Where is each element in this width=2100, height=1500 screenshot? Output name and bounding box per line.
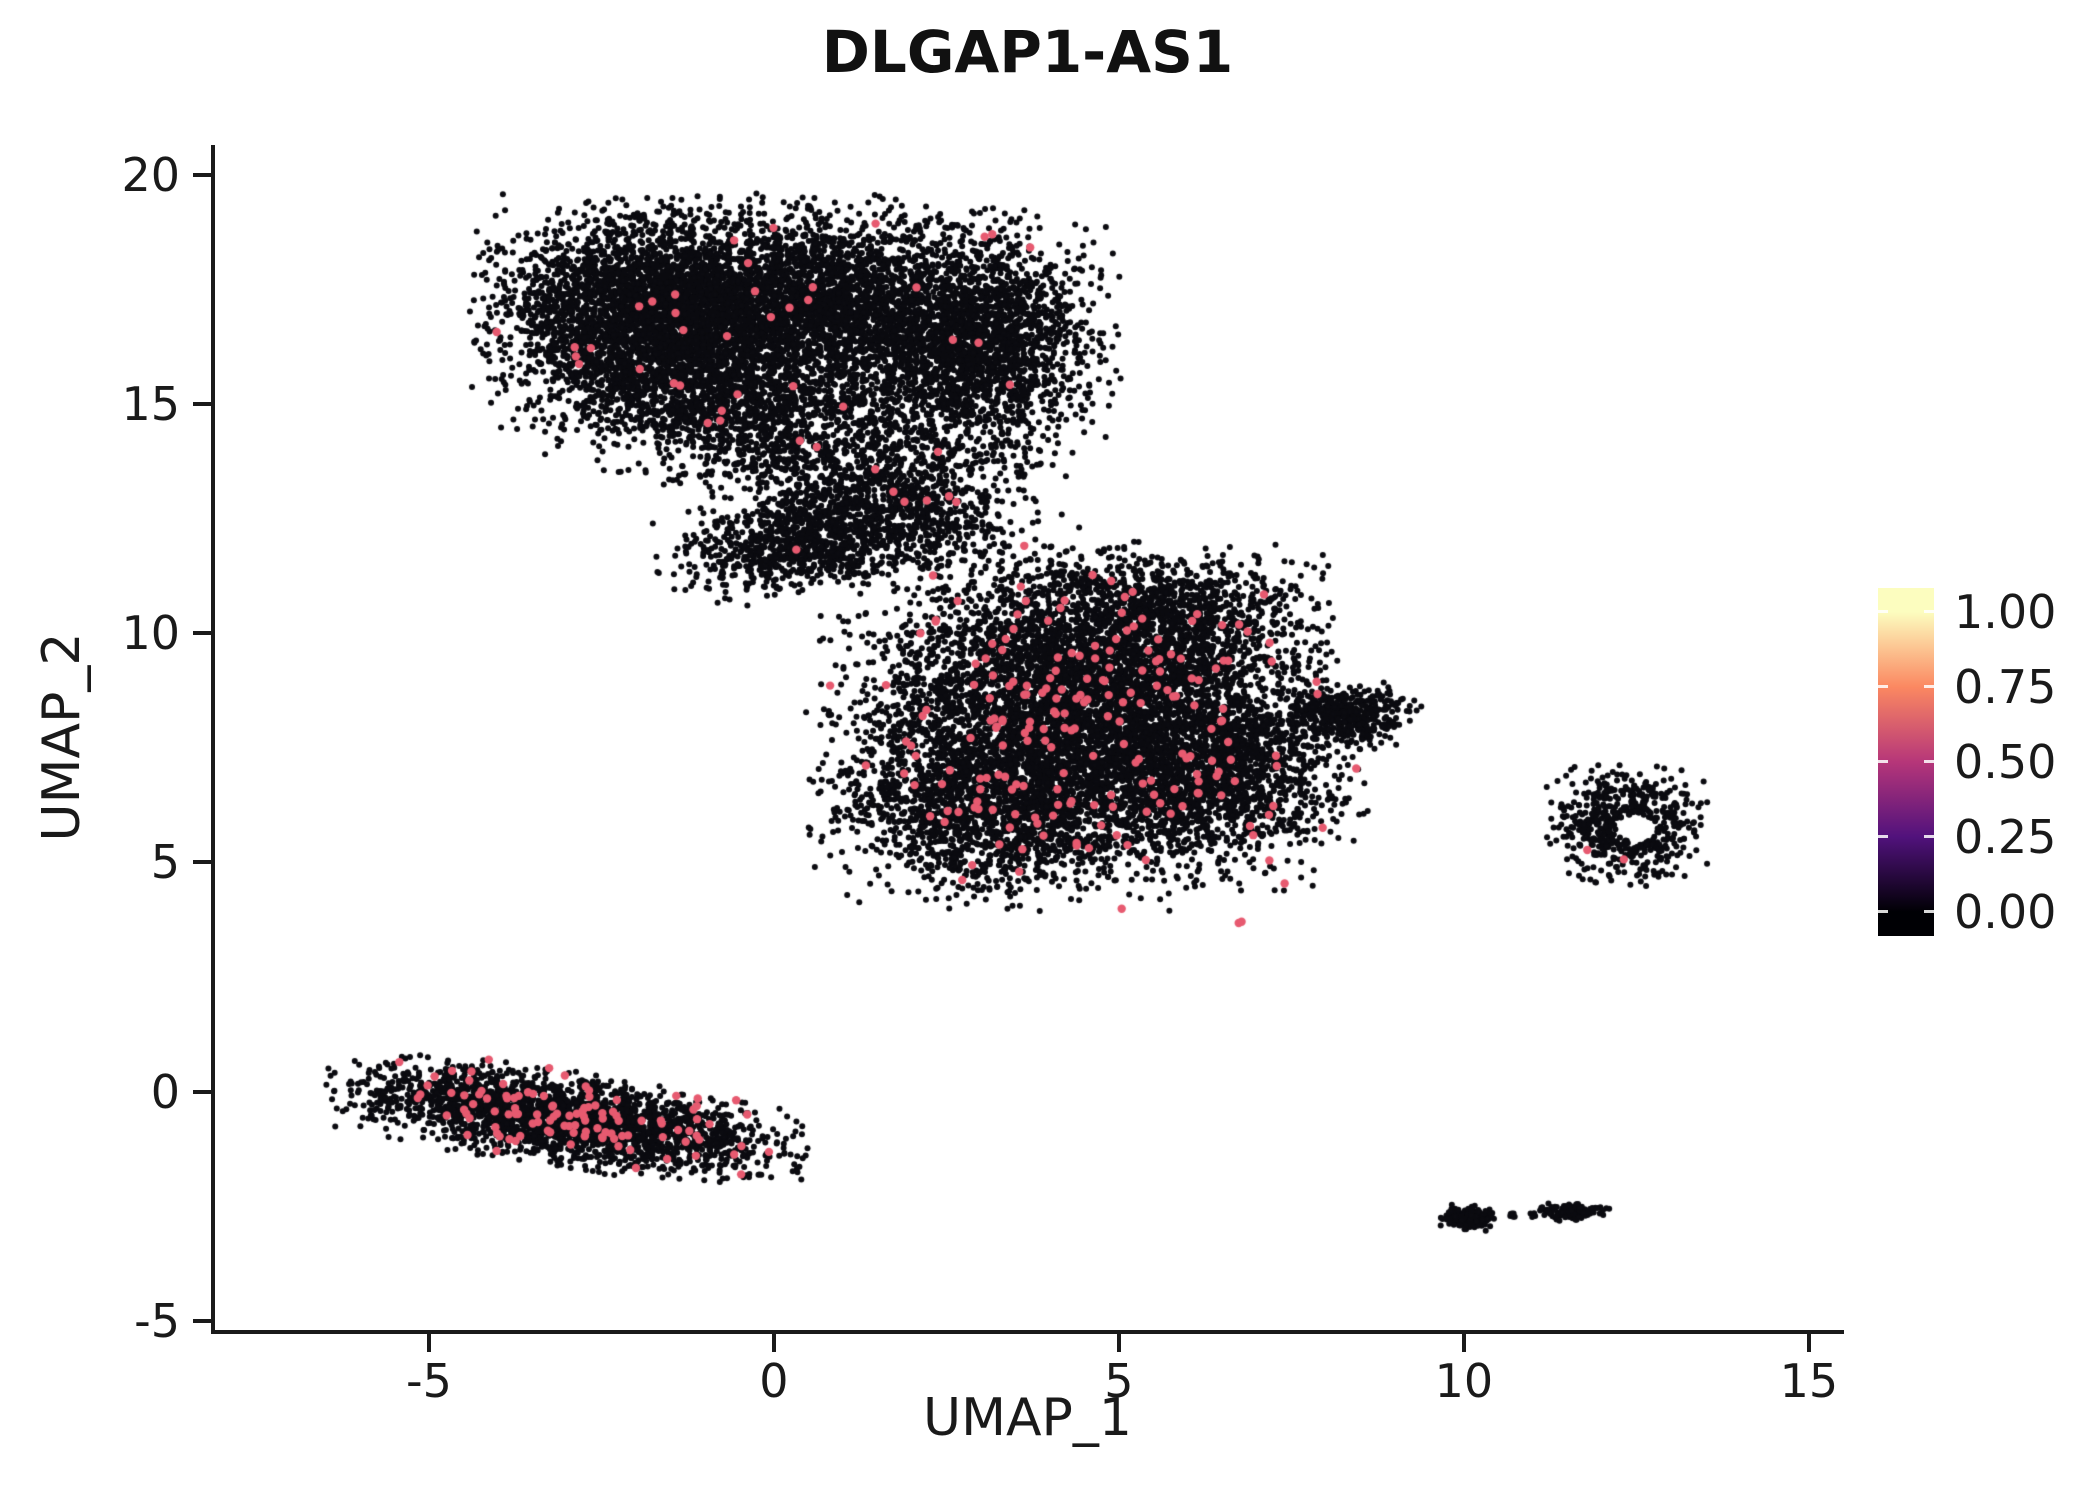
colorbar-tick-mark: [1924, 760, 1934, 763]
colorbar-tick-label: 1.00: [1954, 585, 2057, 639]
y-tick-label: 15: [121, 377, 180, 431]
x-tick-mark: [1461, 1334, 1466, 1352]
x-tick-label: 0: [759, 1354, 789, 1408]
x-tick-label: 15: [1779, 1354, 1839, 1408]
colorbar-tick-mark: [1924, 835, 1934, 838]
y-tick-mark: [193, 172, 211, 177]
y-tick-label: -5: [134, 1293, 180, 1348]
colorbar-tick-label: 0.25: [1954, 810, 2057, 864]
colorbar-tick-label: 0.00: [1954, 885, 2057, 939]
colorbar-tick-mark: [1924, 910, 1934, 913]
scatter-canvas: [215, 145, 1840, 1330]
y-tick-label: 5: [150, 835, 180, 890]
y-tick-label: 10: [121, 606, 180, 661]
x-tick-mark: [1116, 1334, 1121, 1352]
colorbar-tick-mark: [1878, 760, 1888, 763]
colorbar-tick-mark: [1878, 835, 1888, 838]
y-tick-mark: [193, 1089, 211, 1094]
x-axis-line: [211, 1330, 1844, 1334]
y-tick-label: 20: [121, 147, 180, 202]
y-tick-mark: [193, 402, 211, 406]
y-tick-label: 0: [150, 1064, 180, 1119]
x-axis-label: UMAP_1: [923, 1388, 1132, 1448]
x-tick-label: 10: [1434, 1354, 1494, 1408]
x-tick-label: 5: [1104, 1354, 1134, 1408]
y-tick-mark: [193, 1318, 211, 1323]
colorbar-tick-label: 0.75: [1954, 660, 2057, 714]
x-tick-mark: [771, 1334, 776, 1352]
y-axis-line: [211, 145, 215, 1334]
colorbar-tick-label: 0.50: [1954, 735, 2057, 789]
x-tick-mark: [426, 1334, 431, 1352]
y-tick-mark: [193, 631, 211, 636]
x-tick-label: -5: [405, 1354, 452, 1408]
colorbar-tick-mark: [1878, 610, 1888, 613]
plot-title: DLGAP1-AS1: [821, 18, 1234, 86]
x-tick-mark: [1806, 1334, 1811, 1352]
colorbar-tick-mark: [1878, 685, 1888, 688]
colorbar-tick-mark: [1878, 910, 1888, 913]
y-tick-mark: [193, 860, 211, 865]
colorbar-tick-mark: [1924, 610, 1934, 613]
colorbar-tick-mark: [1924, 685, 1934, 688]
